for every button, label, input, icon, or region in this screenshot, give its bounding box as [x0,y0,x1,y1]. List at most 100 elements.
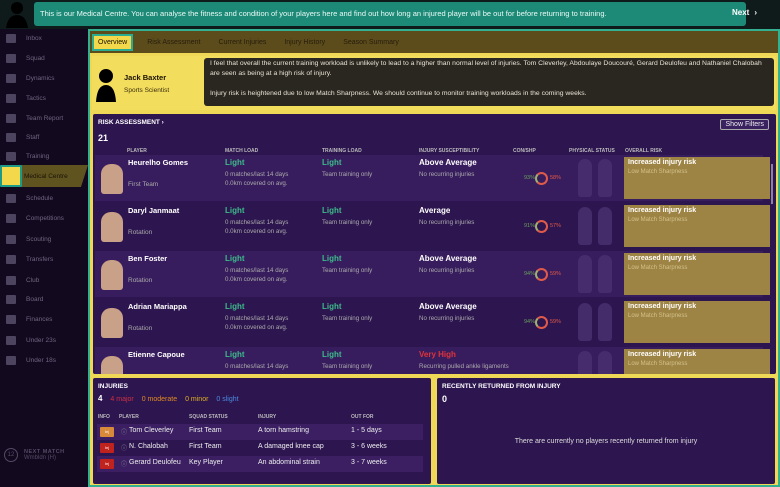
sidebar-item-squad[interactable]: Squad [0,49,88,67]
injuries-count: 4 [98,394,103,403]
susceptibility-detail: No recurring injuries [419,219,475,226]
injury-row[interactable]: Inj ⓘ N. Chalobah First Team A damaged knee … [97,440,423,456]
sharpness-value: 59% [550,319,562,325]
condition-value: 94% [524,271,536,277]
sidebar-item-schedule[interactable]: Schedule [0,189,88,207]
sidebar-item-dynamics[interactable]: Dynamics [0,69,88,87]
body-front-icon [578,351,592,374]
sidebar-item-scouting[interactable]: Scouting [0,230,88,248]
scrollbar[interactable] [771,164,773,204]
tab-injury-history[interactable]: Injury History [284,38,326,46]
board-icon [6,294,16,304]
finances-icon [6,314,16,324]
slight-count: 0 slight [216,396,239,403]
sidebar-item-club[interactable]: Club [0,271,88,289]
column-header-injury-susceptibility[interactable]: INJURY SUSCEPTIBILITY [419,148,480,154]
column-header-squad-status[interactable]: SQUAD STATUS [189,414,228,420]
condition-ring-icon [535,220,548,233]
body-front-icon [578,207,592,245]
sidebar-item-competitions[interactable]: Competitions [0,209,88,227]
tab-overview[interactable]: Overview [92,33,134,51]
sidebar-item-label: Staff [26,133,40,141]
out-for: 3 - 6 weeks [351,443,387,450]
help-text: This is our Medical Centre. You can anal… [34,2,746,26]
squad-status: First Team [189,427,222,434]
overall-risk-label: Increased injury risk [628,255,697,262]
training-load-detail: Team training only [322,363,373,370]
player-name[interactable]: Tom Cleverley [129,427,174,434]
injury-type: A damaged knee cap [258,443,324,450]
condition-value: 94% [524,319,536,325]
sidebar-item-medical-centre[interactable]: Medical Centre [0,165,88,187]
sidebar-item-team-report[interactable]: Team Report [0,109,88,127]
risk-title[interactable]: RISK ASSESSMENT › [98,119,164,126]
info-icon: ⓘ [121,462,128,468]
table-row[interactable]: Ben Foster Rotation Light 0 matches/last 14… [95,251,770,297]
dynamics-icon [6,73,16,83]
sidebar-item-inbox[interactable]: Inbox [0,29,88,47]
overall-risk-label: Increased injury risk [628,303,697,310]
injury-badge: Inj [100,459,114,469]
tab-current-injuries[interactable]: Current Injuries [218,38,267,46]
sharpness-value: 59% [550,271,562,277]
advice-line-1: I feel that overall the current training… [210,60,762,77]
sidebar-item-training[interactable]: Training [0,147,88,165]
player-name[interactable]: Etienne Capoue [128,350,185,359]
sidebar-item-under-18s[interactable]: Under 18s [0,351,88,369]
match-load-matches: 0 matches/last 14 days [225,171,289,178]
sidebar-item-label: Tactics [26,94,46,102]
injury-row[interactable]: Inj ⓘ Gerard Deulofeu Key Player An abdomina… [97,456,423,472]
sidebar-item-transfers[interactable]: Transfers [0,250,88,268]
column-header-info[interactable]: INFO [98,414,110,420]
training-load-detail: Team training only [322,267,373,274]
column-header-con-shp[interactable]: CON/SHP [513,148,536,154]
match-load-distance: 0.0km covered on avg. [225,276,288,283]
table-row[interactable]: Daryl Janmaat Rotation Light 0 matches/last… [95,203,770,249]
next-label: Next [732,8,750,17]
body-back-icon [598,351,612,374]
out-for: 1 - 5 days [351,427,382,434]
sidebar-item-finances[interactable]: Finances [0,310,88,328]
next-button[interactable]: Next › [727,8,757,17]
minor-count: 0 minor [185,396,209,403]
player-name[interactable]: Heurelho Gomes [128,158,189,167]
sidebar: Inbox Squad Dynamics Tactics Team Report Staf… [0,29,88,487]
training-load-detail: Team training only [322,219,373,226]
injury-susceptibility: Above Average [419,254,477,263]
medical-centre-icon [0,165,22,187]
sidebar-item-board[interactable]: Board [0,290,88,308]
column-header-overall-risk[interactable]: OVERALL RISK [625,148,663,154]
column-header-match-load[interactable]: MATCH LOAD [225,148,259,154]
column-header-training-load[interactable]: TRAINING LOAD [322,148,362,154]
sidebar-item-tactics[interactable]: Tactics [0,89,88,107]
under-23s-icon [6,335,16,345]
table-row[interactable]: Etienne Capoue Light 0 matches/last 14 day… [95,347,770,374]
table-row[interactable]: Adrian Mariappa Rotation Light 0 matches/la… [95,299,770,345]
info-icon: ⓘ [121,430,128,436]
column-header-player[interactable]: PLAYER [119,414,139,420]
player-name[interactable]: Ben Foster [128,254,168,263]
sharpness-value: 58% [550,175,562,181]
show-filters-button[interactable]: Show Filters [720,119,769,130]
column-header-out-for[interactable]: OUT FOR [351,414,374,420]
overall-risk: Increased injury risk Low Match Sharpness [624,157,770,199]
sidebar-item-under-23s[interactable]: Under 23s [0,331,88,349]
player-name[interactable]: N. Chalobah [129,443,168,450]
sidebar-item-staff[interactable]: Staff [0,128,88,146]
body-back-icon [598,303,612,341]
player-name[interactable]: Adrian Mariappa [128,302,187,311]
info-icon: ⓘ [121,446,128,452]
column-header-injury[interactable]: INJURY [258,414,277,420]
susceptibility-detail: No recurring injuries [419,315,475,322]
injury-type: An abdominal strain [258,459,320,466]
table-row[interactable]: Heurelho Gomes First Team Light 0 matches/l… [95,155,770,201]
next-match[interactable]: 12 NEXT MATCH Wmbldn (H) [4,448,65,462]
player-name[interactable]: Gerard Deulofeu [129,459,181,466]
overall-risk-label: Increased injury risk [628,207,697,214]
tab-season-summary[interactable]: Season Summary [343,38,399,46]
injury-row[interactable]: Inj ⓘ Tom Cleverley First Team A torn hamstr… [97,424,423,440]
column-header-player[interactable]: PLAYER [127,148,147,154]
tab-risk-assessment[interactable]: Risk Assessment [147,38,201,46]
column-header-physical-status[interactable]: PHYSICAL STATUS [569,148,615,154]
player-name[interactable]: Daryl Janmaat [128,206,180,215]
